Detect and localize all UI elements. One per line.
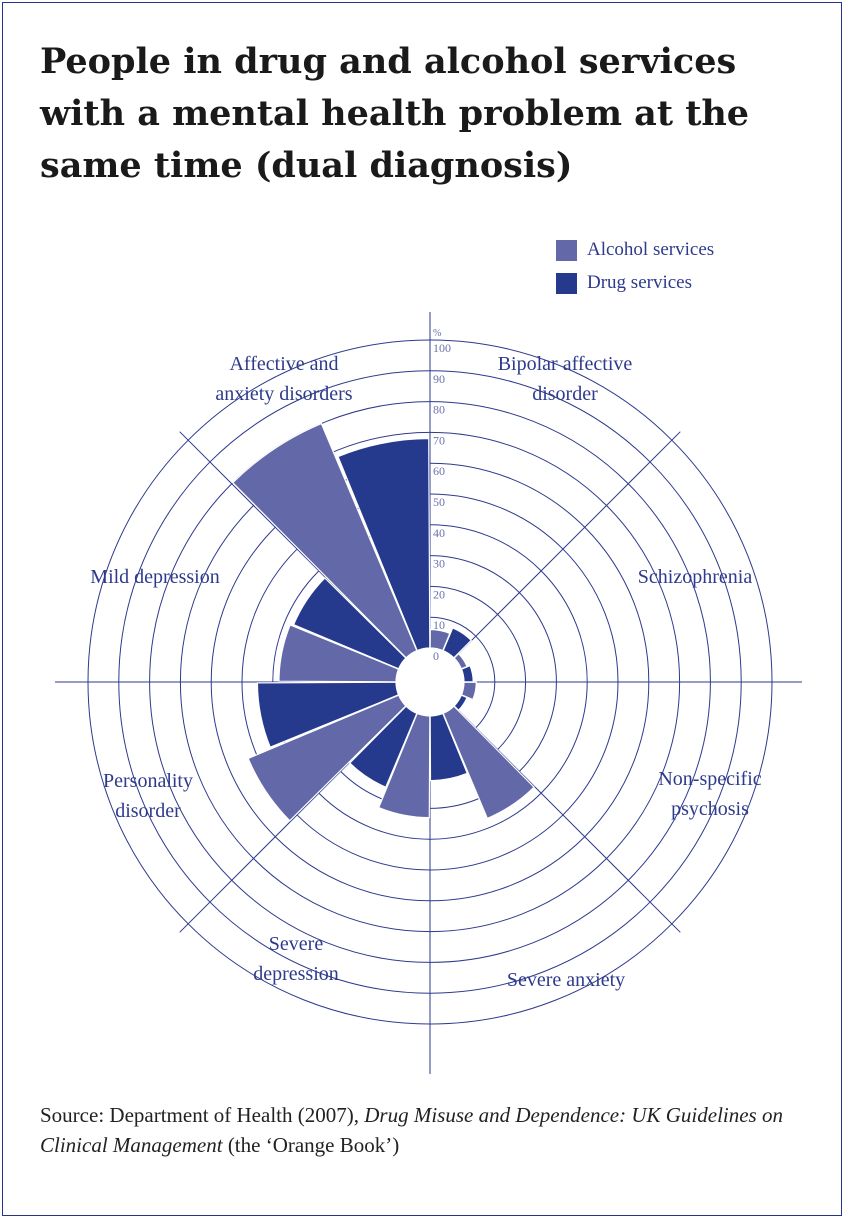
category-label: disorder (532, 383, 598, 405)
legend-label-drug: Drug services (587, 272, 692, 293)
category-label: Severe (269, 933, 324, 955)
tick-label: 0 (433, 649, 439, 663)
category-label: anxiety disorders (215, 383, 352, 405)
source-note: Source: Department of Health (2007), Dru… (40, 1100, 800, 1160)
axis-unit-label: % (433, 328, 441, 339)
category-label: Bipolar affective (498, 353, 633, 375)
bar-drug (337, 437, 431, 652)
category-label: Non-specific (658, 768, 761, 790)
category-label: Personality (103, 770, 193, 792)
tick-label: 50 (433, 495, 445, 509)
legend-swatch-drug (556, 272, 577, 294)
category-label: Mild depression (90, 566, 219, 588)
source-title: Drug Misuse and Dependence: UK Guideline… (40, 1103, 783, 1157)
source-prefix: Source: Department of Health (2007), (40, 1103, 365, 1127)
tick-label: 30 (433, 557, 445, 571)
tick-label: 10 (433, 618, 445, 632)
category-label: disorder (115, 800, 181, 822)
legend: Alcohol services Drug services (556, 238, 714, 304)
legend-item-alcohol: Alcohol services (556, 238, 714, 262)
tick-label: 70 (433, 433, 445, 447)
legend-label-alcohol: Alcohol services (587, 239, 715, 260)
tick-label: 60 (433, 464, 445, 478)
category-label: Affective and (229, 353, 338, 375)
tick-label: 40 (433, 526, 445, 540)
tick-label: 80 (433, 403, 445, 417)
tick-label: 20 (433, 587, 445, 601)
tick-label: 100 (433, 341, 451, 355)
category-label: Severe anxiety (507, 969, 625, 991)
legend-item-drug: Drug services (556, 271, 714, 295)
axis-diagonal (453, 431, 681, 659)
center-hole (396, 648, 464, 716)
legend-swatch-alcohol (556, 239, 577, 261)
category-label: Schizophrenia (638, 566, 753, 588)
source-suffix: (the ‘Orange Book’) (222, 1133, 400, 1157)
tick-label: 90 (433, 372, 445, 386)
category-label: psychosis (671, 798, 749, 820)
polar-bar-chart: % 0 10 20 30 40 50 60 70 80 90 100 Bipolar affective… (55, 312, 802, 1074)
chart-title: People in drug and alcohol services with… (40, 41, 750, 186)
category-label: depression (253, 963, 339, 985)
